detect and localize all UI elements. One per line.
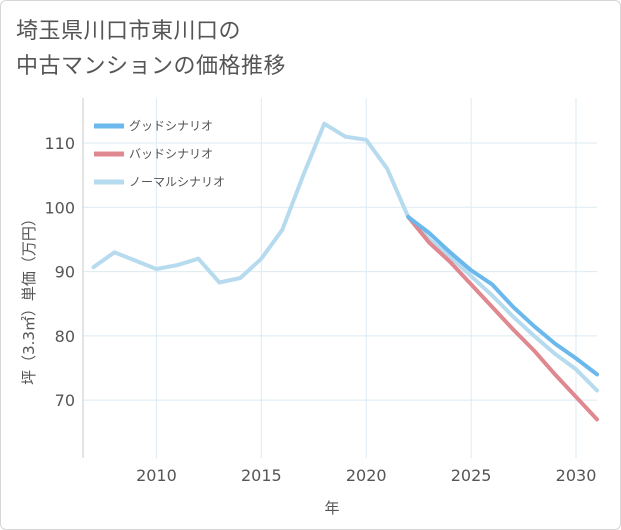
y-tick-label: 80 xyxy=(55,327,75,346)
legend-label: ノーマルシナリオ xyxy=(129,175,225,189)
x-axis-label: 年 xyxy=(324,499,339,517)
y-tick-label: 90 xyxy=(55,263,75,282)
series-line-2 xyxy=(91,121,599,393)
tick-labels: 70 80 90 100 110 2010 2015 2020 2025 2030 xyxy=(44,134,596,485)
y-tick-label: 70 xyxy=(55,391,75,410)
series-lines xyxy=(91,121,599,422)
x-tick-label: 2025 xyxy=(451,466,492,485)
series-line-1 xyxy=(406,214,599,422)
x-tick-label: 2015 xyxy=(241,466,282,485)
y-tick-label: 100 xyxy=(44,198,75,217)
chart-title-line-1: 埼玉県川口市東川口の xyxy=(16,19,242,44)
legend-label: グッドシナリオ xyxy=(129,119,213,133)
x-tick-label: 2030 xyxy=(556,466,597,485)
x-tick-label: 2020 xyxy=(346,466,387,485)
legend-label: バッドシナリオ xyxy=(129,147,213,161)
y-tick-label: 110 xyxy=(44,134,75,153)
y-axis-label: 坪（3.3㎡）単価（万円） xyxy=(20,211,38,385)
x-tick-label: 2010 xyxy=(136,466,177,485)
chart-title: 埼玉県川口市東川口の 中古マンションの価格推移 xyxy=(16,14,286,84)
series-line-0 xyxy=(406,214,599,377)
chart-title-line-2: 中古マンションの価格推移 xyxy=(16,54,287,79)
